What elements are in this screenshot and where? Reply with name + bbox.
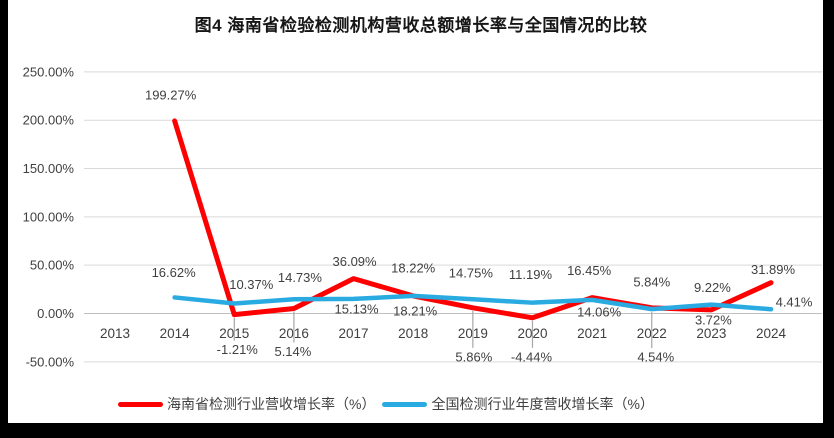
data-label-national-2023: 9.22% <box>694 280 731 295</box>
data-label-national-2020: 11.19% <box>509 267 553 282</box>
data-label-hainan-2017: 36.09% <box>333 254 378 269</box>
y-axis-tick-label: 150.00% <box>23 161 75 176</box>
x-axis-tick-label: 2014 <box>160 326 191 341</box>
data-label-hainan-2024: 31.89% <box>751 262 796 277</box>
data-label-hainan-2018: 18.22% <box>391 260 436 275</box>
photo-border-left <box>0 0 8 438</box>
data-label-hainan-2020: -4.44% <box>511 349 553 364</box>
chart-title: 图4 海南省检验检测机构营收总额增长率与全国情况的比较 <box>194 16 648 35</box>
data-label-national-2014: 16.62% <box>152 265 197 280</box>
photo-border-right <box>823 0 834 438</box>
x-axis-tick-label: 2023 <box>696 326 726 341</box>
data-label-national-2022: 4.54% <box>637 350 674 365</box>
data-label-hainan-2023: 3.72% <box>695 312 732 327</box>
x-axis-tick-label: 2021 <box>577 326 607 341</box>
y-axis-tick-label: 50.00% <box>30 258 75 273</box>
data-label-national-2021: 14.06% <box>577 304 622 319</box>
y-axis-tick-label: 100.00% <box>23 209 75 224</box>
data-label-national-2018: 18.21% <box>393 303 438 318</box>
x-axis-tick-label: 2017 <box>339 326 369 341</box>
y-axis-tick-label: 200.00% <box>23 113 75 128</box>
legend-swatch-national <box>382 401 428 407</box>
data-label-national-2015: 10.37% <box>229 277 274 292</box>
chart-legend: 海南省检测行业营收增长率（%） 全国检测行业年度营收增长率（%） <box>118 394 661 414</box>
legend-swatch-hainan <box>118 401 163 407</box>
photo-border-bottom <box>0 423 834 438</box>
data-label-national-2024: 4.41% <box>776 295 813 310</box>
x-axis-tick-label: 2018 <box>398 326 428 341</box>
data-label-hainan-2015: -1.21% <box>217 342 259 357</box>
data-label-hainan-2019: 5.86% <box>455 349 492 364</box>
legend-label-national: 全国检测行业年度营收增长率（%） <box>431 396 654 412</box>
data-label-hainan-2016: 5.14% <box>274 344 311 359</box>
y-axis-tick-label: 250.00% <box>23 64 75 79</box>
data-label-national-2016: 14.73% <box>278 270 323 285</box>
x-axis-tick-label: 2024 <box>756 326 787 341</box>
series-line-national <box>172 293 774 312</box>
data-label-hainan-2014: 199.27% <box>145 87 197 102</box>
x-axis-tick-label: 2013 <box>100 326 130 341</box>
legend-label-hainan: 海南省检测行业营收增长率（%） <box>167 396 376 412</box>
data-label-national-2019: 14.75% <box>449 266 494 281</box>
y-axis-tick-label: 0.00% <box>37 306 74 321</box>
data-label-hainan-2021: 16.45% <box>567 263 612 278</box>
data-label-national-2017: 15.13% <box>335 301 380 316</box>
data-label-hainan-2022: 5.84% <box>633 274 670 289</box>
y-axis-tick-label: -50.00% <box>26 354 75 369</box>
